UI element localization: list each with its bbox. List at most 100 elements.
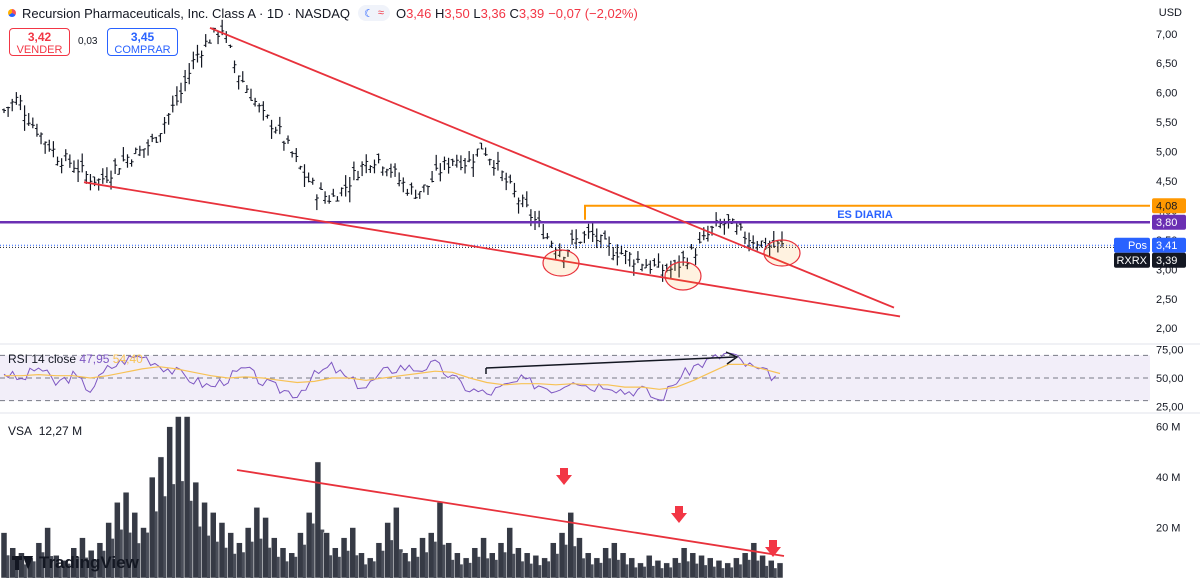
ohlc-bar: [10, 98, 15, 112]
volume-bar: [750, 542, 758, 579]
volume-bar: [468, 562, 473, 578]
ohlc-bar: [598, 234, 603, 249]
volume-bars: [0, 416, 784, 579]
ohlc-bar: [51, 141, 56, 158]
session-status-pill[interactable]: ☾ ≈: [358, 5, 390, 21]
ohlc-bar: [771, 230, 776, 248]
volume-bar: [346, 550, 351, 578]
ohlc-bar: [141, 148, 146, 158]
volume-bar: [137, 543, 142, 578]
price-tag: RXRX: [1116, 255, 1147, 267]
volume-bar: [764, 565, 769, 578]
ohlc-bar: [656, 253, 661, 268]
volume-bar: [384, 522, 391, 579]
volume-bar: [584, 552, 592, 579]
ohlc-bar: [18, 94, 23, 111]
tradingview-logo[interactable]: TradingView: [12, 553, 139, 573]
ohlc-bar: [236, 75, 241, 90]
ohlc-bar: [570, 229, 575, 245]
rsi-legend[interactable]: RSI 14 close 47,95 54,40: [8, 352, 143, 366]
low-highlight-ellipse: [542, 249, 580, 277]
rsi-axis-tick: 50,00: [1156, 373, 1184, 385]
buy-label: COMPRAR: [114, 44, 171, 56]
volume-bar: [163, 496, 168, 578]
vsa-legend[interactable]: VSA 12,27 M: [8, 424, 82, 438]
volume-bar: [215, 541, 220, 578]
ohlc-bar: [216, 31, 221, 45]
volume-axis-tick: 20 M: [1156, 523, 1180, 535]
ohlc-bar: [351, 161, 356, 181]
trendline-support: [83, 181, 901, 318]
volume-bar: [497, 542, 505, 579]
ohlc-values: O3,46 H3,50 L3,36 C3,39: [396, 6, 544, 21]
volume-bar: [532, 555, 540, 579]
ohlc-bar: [59, 158, 64, 174]
ohlc-bar: [611, 246, 616, 261]
ohlc-bar: [294, 148, 299, 163]
volume-bar: [302, 544, 307, 578]
ohlc-bar: [751, 235, 756, 249]
ohlc-bar: [117, 167, 122, 175]
ohlc-bar: [100, 168, 105, 184]
price-axis-label-bg: [1152, 237, 1186, 253]
volume-bar: [44, 527, 51, 579]
ohlc-high-key: H: [435, 5, 445, 21]
ohlc-bar: [286, 135, 291, 144]
ohlc-bar: [335, 196, 340, 202]
ohlc-bar: [500, 170, 505, 182]
volume-bar: [93, 559, 98, 578]
rsi-ma-line: [4, 363, 781, 390]
volume-bar: [288, 552, 295, 579]
volume-bar: [311, 523, 316, 578]
buy-button[interactable]: 3,45 COMPRAR: [107, 28, 178, 56]
ohlc-bar: [150, 133, 155, 143]
volume-bar: [250, 541, 255, 578]
volume-bar: [593, 557, 601, 579]
volume-bar: [706, 557, 714, 579]
ohlc-bar: [257, 103, 262, 113]
price-axis-tick: 4,50: [1156, 176, 1177, 188]
volume-bar: [677, 562, 682, 578]
volume-bar: [233, 553, 238, 578]
volume-bar: [407, 561, 412, 578]
ohlc-bar: [602, 230, 607, 240]
ohlc-bar: [2, 108, 6, 114]
volume-bar: [558, 532, 566, 579]
ohlc-bar: [55, 156, 60, 166]
volume-bar: [459, 564, 464, 578]
ohlc-bar: [458, 155, 463, 171]
ohlc-bar: [578, 241, 583, 244]
ohlc-bar: [417, 191, 422, 199]
volume-bar: [759, 555, 766, 579]
ohlc-bar: [133, 147, 138, 155]
volume-arrow-marker: [765, 540, 781, 557]
volume-bar: [393, 507, 400, 579]
price-axis-tick: 5,00: [1156, 147, 1177, 159]
volume-bar: [607, 558, 612, 578]
sell-button[interactable]: 3,42 VENDER: [9, 28, 70, 56]
volume-bar: [340, 537, 348, 579]
volume-bar: [259, 538, 264, 578]
volume-bar: [730, 567, 735, 578]
ohlc-open-value: 3,46: [406, 5, 432, 21]
ohlc-bar: [195, 44, 200, 63]
currency-label[interactable]: USD: [1158, 7, 1182, 19]
ohlc-bar: [224, 31, 229, 44]
ohlc-bar: [450, 158, 455, 166]
ohlc-bar: [318, 182, 323, 191]
ohlc-bar: [520, 194, 525, 208]
volume-bar: [703, 565, 708, 578]
level-annotation: ES DIARIA: [837, 209, 893, 221]
ohlc-bar: [549, 240, 554, 248]
volume-bar: [119, 529, 124, 578]
volume-bar: [494, 559, 499, 578]
ohlc-bar: [475, 148, 480, 157]
symbol-title[interactable]: Recursion Pharmaceuticals, Inc. Class A …: [22, 5, 351, 21]
ohlc-bar: [393, 163, 398, 177]
ohlc-bar: [199, 50, 204, 68]
ohlc-bar: [430, 171, 435, 183]
ohlc-bar: [67, 154, 72, 168]
ohlc-bar: [372, 159, 377, 174]
ohlc-bar: [537, 210, 542, 228]
